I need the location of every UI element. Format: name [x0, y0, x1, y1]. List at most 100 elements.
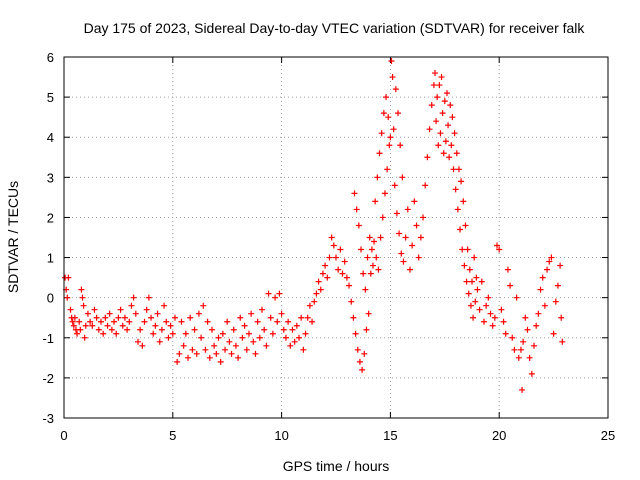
data-point: [235, 354, 242, 361]
data-point: [217, 358, 224, 365]
data-point: [343, 274, 350, 281]
data-point: [363, 326, 370, 333]
data-point: [455, 166, 462, 173]
data-point: [346, 282, 353, 289]
data-point: [435, 142, 442, 149]
data-point: [437, 130, 444, 137]
data-point: [195, 310, 202, 317]
data-point: [333, 254, 339, 261]
data-point: [80, 302, 87, 309]
data-point: [383, 94, 390, 101]
data-point: [239, 334, 246, 341]
data-point: [360, 270, 367, 277]
data-point: [104, 322, 111, 329]
data-point: [78, 286, 85, 293]
y-tick-label: -2: [42, 371, 54, 386]
data-point: [473, 274, 480, 281]
data-point: [77, 326, 84, 333]
data-point: [348, 298, 355, 305]
data-point: [176, 350, 183, 357]
data-point: [364, 254, 371, 261]
y-tick-label: 6: [47, 50, 54, 65]
data-point: [248, 310, 255, 317]
data-point: [366, 234, 373, 241]
data-point: [463, 278, 470, 285]
data-point: [396, 230, 403, 237]
data-point: [79, 294, 86, 301]
data-point: [87, 318, 94, 325]
data-point: [385, 114, 392, 121]
data-point: [356, 358, 363, 365]
data-point: [517, 346, 524, 353]
data-point: [426, 126, 433, 133]
data-point: [193, 350, 200, 357]
data-point: [552, 298, 559, 305]
data-point: [269, 330, 276, 337]
data-point: [353, 206, 360, 213]
data-point: [134, 338, 141, 345]
data-point: [388, 58, 395, 65]
data-point: [402, 234, 409, 241]
data-point: [504, 266, 511, 273]
data-point: [466, 266, 473, 273]
data-point: [372, 198, 379, 205]
data-point: [163, 318, 170, 325]
data-point: [358, 246, 365, 253]
data-point: [387, 134, 394, 141]
data-point: [304, 314, 311, 321]
data-point: [191, 326, 198, 333]
data-point: [453, 150, 460, 157]
data-point: [519, 386, 526, 393]
data-point: [400, 258, 407, 265]
data-point: [415, 254, 422, 261]
x-tick-label: 20: [492, 428, 506, 443]
data-point: [82, 322, 89, 329]
data-point: [158, 326, 165, 333]
data-point: [409, 242, 416, 249]
data-point: [117, 306, 124, 313]
data-point: [291, 338, 298, 345]
data-point: [393, 210, 400, 217]
data-point: [469, 278, 475, 285]
data-point: [69, 318, 76, 325]
data-point: [476, 306, 483, 313]
data-point: [502, 330, 509, 337]
data-point: [359, 366, 366, 373]
data-point: [324, 274, 331, 281]
data-point: [278, 310, 285, 317]
data-point: [452, 186, 459, 193]
data-point: [470, 314, 477, 321]
data-point: [430, 82, 437, 89]
data-point: [161, 302, 168, 309]
data-point: [319, 270, 326, 277]
y-tick-labels: -3 -2 -1 0 1 2 3 4 5 6: [42, 50, 54, 426]
data-point: [202, 346, 209, 353]
data-point: [152, 322, 159, 329]
data-point: [548, 254, 555, 261]
data-point: [459, 246, 466, 253]
data-point: [448, 142, 455, 149]
data-point: [178, 318, 185, 325]
data-point: [446, 154, 453, 161]
data-point: [150, 330, 157, 337]
data-point: [111, 318, 118, 325]
data-point: [169, 330, 176, 337]
data-point: [428, 102, 435, 109]
data-point: [200, 302, 207, 309]
x-tick-label: 0: [60, 428, 67, 443]
data-point: [228, 350, 235, 357]
data-point: [97, 318, 104, 325]
data-point: [187, 314, 194, 321]
data-point: [119, 322, 126, 329]
data-point: [296, 334, 303, 341]
data-point: [267, 314, 274, 321]
data-point: [451, 130, 458, 137]
data-point: [439, 110, 446, 117]
data-point: [317, 286, 324, 293]
data-point: [449, 114, 456, 121]
data-point: [243, 346, 250, 353]
data-point: [93, 314, 100, 321]
data-point: [335, 266, 342, 273]
data-point: [108, 326, 115, 333]
